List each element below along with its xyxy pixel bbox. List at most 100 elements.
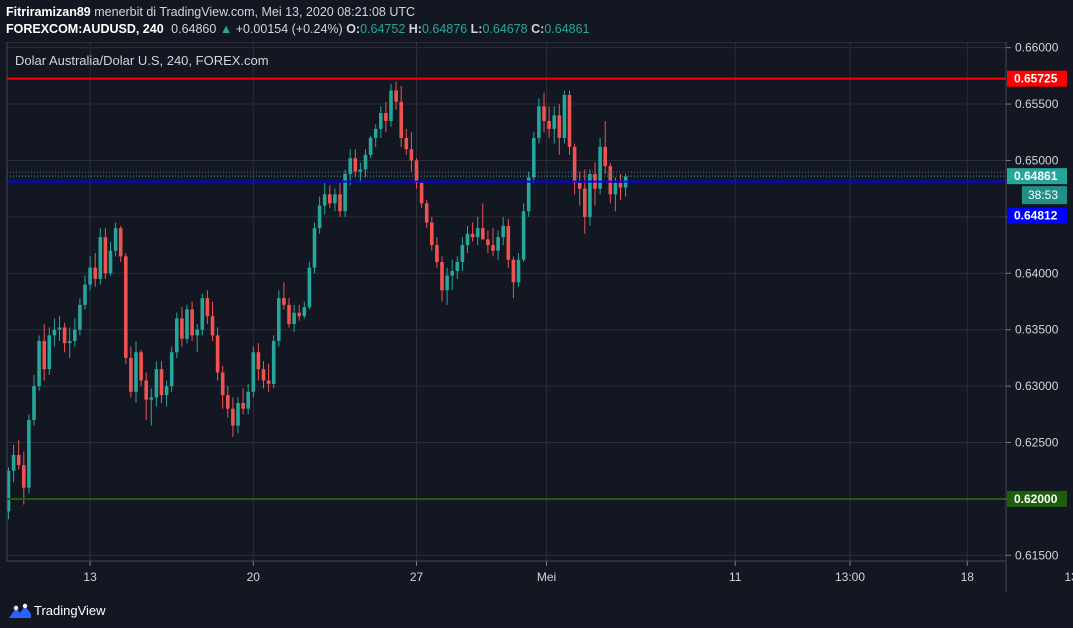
candle-body [572,146,577,184]
change-arrow-icon: ▲ [219,22,233,36]
candle-body [22,465,26,488]
candle-body [506,225,511,260]
tradingview-brand[interactable]: TradingView [34,603,106,618]
candle-body [292,312,296,325]
candle-body [562,95,567,138]
candle-body [27,419,31,488]
time-tick-label: 13 [83,570,97,584]
candle-body [557,115,562,138]
candle-body [312,228,317,268]
candle-body [200,298,205,330]
candle-body [511,259,516,283]
candle-body [215,335,220,373]
candlestick-chart[interactable]: Dolar Australia/Dolar U.S, 240, FOREX.co… [0,42,1073,592]
candle-body [419,183,424,204]
candle-body [328,194,332,204]
candle-body [282,298,286,305]
last-price-tag-label: 0.64861 [1014,169,1058,183]
candle-body [73,329,77,341]
candle-body [236,403,240,426]
publisher-name[interactable]: Fitriramizan89 [6,5,91,19]
current-tag-label: 0.64812 [1014,209,1058,223]
resistance-tag-label: 0.65725 [1014,72,1058,86]
close-label: C: [531,22,545,36]
candle-body [552,115,556,129]
candle-body [129,357,133,392]
candle-body [175,318,179,353]
candle-body [481,228,485,240]
horizontal-lines-layer [7,77,1006,500]
candle-body [57,327,62,330]
candle-body [322,194,327,206]
plot-border [6,42,1007,562]
candle-body [404,137,409,150]
candle-body [154,369,159,398]
candle-body [588,174,592,217]
candle-body [190,309,194,336]
price-tick-label: 0.62500 [1015,436,1059,450]
candle-body [373,128,378,138]
chart-frame[interactable]: Dolar Australia/Dolar U.S, 240, FOREX.co… [0,42,1073,592]
open-value: 0.64752 [360,22,406,36]
candle-body [220,372,225,396]
candle-body [317,205,322,229]
candle-body [368,137,373,155]
price-tags-layer: 0.65725 0.64812 0.62000 0.64861 38:53 [1007,70,1067,507]
candle-body [424,203,429,223]
candle-body [139,352,143,381]
symbol-label[interactable]: FOREXCOM:AUDUSD, 240 [6,22,164,36]
published-text: menerbit di TradingView.com, Mei 13, 202… [94,5,416,19]
candle-body [348,158,352,175]
candle-body [205,298,210,317]
candles-layer [6,81,628,520]
price-tick-label: 0.66000 [1015,42,1059,55]
candle-body [210,316,215,336]
time-tick-label: 18 [961,570,975,584]
candle-body [103,237,108,274]
tradingview-logo-icon[interactable] [8,602,32,622]
high-value: 0.64876 [421,22,468,36]
candle-body [486,239,490,246]
candle-body [491,245,495,251]
candle-body [108,250,113,274]
footer: TradingView [0,596,1073,628]
candle-body [271,340,276,384]
candle-body [532,137,536,178]
candle-body [613,183,618,195]
support-tag [1007,490,1067,507]
chart-header: Fitriramizan89 menerbit di TradingView.c… [0,0,1073,42]
time-tick-label: 13:00 [835,570,865,584]
candle-body [363,154,368,170]
time-tick-label: 20 [247,570,261,584]
chart-title: Dolar Australia/Dolar U.S, 240, FOREX.co… [15,53,269,68]
candle-body [195,329,199,336]
candle-body [603,146,607,167]
high-label: H: [408,22,422,36]
candle-body [118,228,123,257]
candle-body [246,391,250,409]
candle-body [450,271,454,276]
candle-body [144,380,148,400]
candle-body [32,386,36,420]
candle-body [124,256,128,358]
time-tick-label: 13:00 [1064,570,1073,584]
price-axis[interactable]: 0.61500 0.62000 0.62500 0.63000 0.63500 0.640… [1006,42,1059,562]
candle-body [470,233,475,238]
candle-body [83,284,87,305]
candle-body [47,335,52,370]
candle-body [251,352,256,392]
time-tick-label: Mei [537,570,556,584]
resistance-tag [1007,70,1067,87]
candle-body [435,245,439,263]
price-tick-label: 0.63000 [1015,379,1059,393]
candle-body [430,222,434,246]
candle-body [516,259,521,283]
candle-body [231,408,235,426]
candle-body [475,228,480,238]
candle-body [496,237,500,251]
price-tick-label: 0.61500 [1015,548,1059,562]
time-tick-label: 11 [729,570,742,584]
candle-body [297,312,301,317]
candle-body [542,106,546,121]
